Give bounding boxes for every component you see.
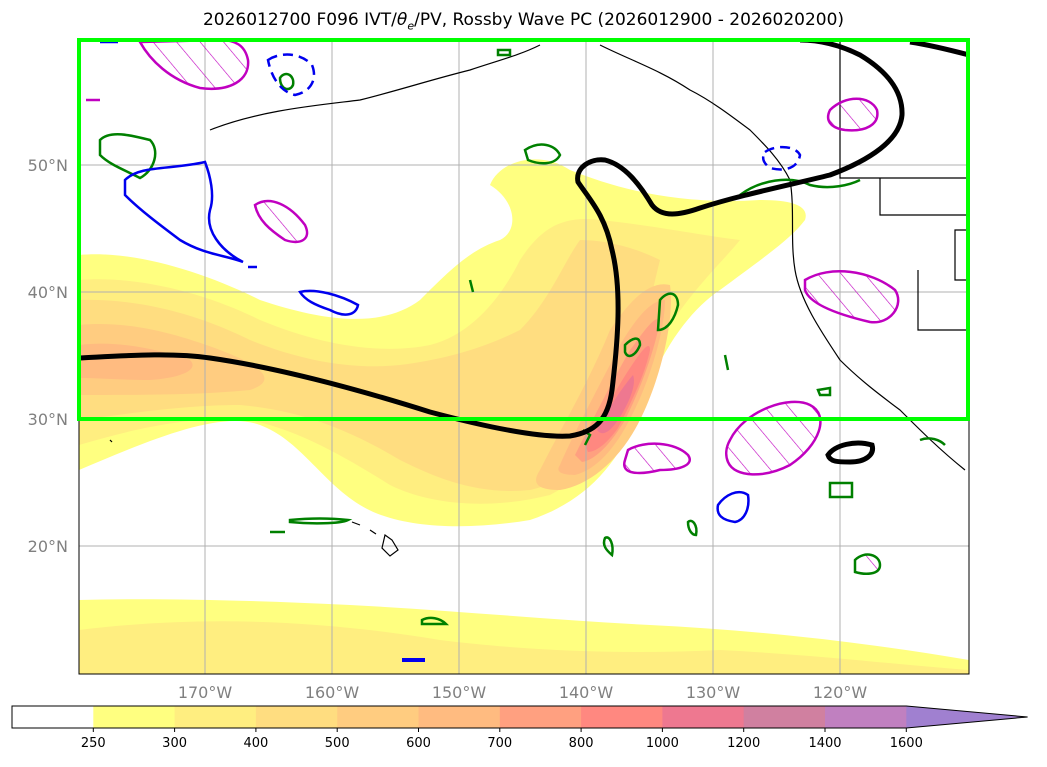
colorbar-tick-label: 600 [406, 736, 431, 751]
colorbar-tick-label: 1200 [727, 736, 760, 751]
title-theta-sub: e [407, 19, 415, 33]
colorbar: 250 300 400 500 600 700 800 1000 1200 1400 1600 [11, 705, 1028, 751]
green-contours [98, 48, 946, 626]
colorbar-extend-arrow [906, 706, 1028, 728]
colorbar-tick-label: 400 [243, 736, 268, 751]
lon-label: 150°W [432, 683, 487, 702]
lon-label: 170°W [178, 683, 233, 702]
colorbar-segment [825, 706, 907, 728]
highlight-box [77, 38, 970, 421]
map-content [79, 39, 969, 674]
colorbar-tick-label: 700 [487, 736, 512, 751]
lon-label: 160°W [305, 683, 360, 702]
title-prefix: 2026012700 F096 IVT/ [202, 10, 397, 30]
title-suffix: /PV, Rossby Wave PC (2026012900 - 202602… [414, 10, 845, 30]
colorbar-segment [174, 706, 257, 728]
lat-label: 40°N [28, 283, 68, 302]
colorbar-tick-label: 500 [325, 736, 350, 751]
lat-label: 30°N [28, 410, 68, 429]
lat-labels: 50°N 40°N 30°N 20°N [28, 156, 68, 556]
lon-label: 140°W [559, 683, 614, 702]
colorbar-segment [743, 706, 826, 728]
lon-label: 130°W [686, 683, 741, 702]
colorbar-tick-label: 1400 [808, 736, 841, 751]
colorbar-tick-label: 800 [569, 736, 594, 751]
colorbar-tick-label: 300 [162, 736, 187, 751]
colorbar-segment [255, 706, 338, 728]
lat-label: 50°N [28, 156, 68, 175]
blue-contours [100, 40, 802, 662]
colorbar-segment [337, 706, 419, 728]
black-contours [79, 39, 969, 465]
colorbar-segment [499, 706, 582, 728]
coastlines [109, 40, 969, 557]
colorbar-outline [11, 705, 1028, 729]
lat-label: 20°N [28, 537, 68, 556]
colorbar-tick-label: 1600 [890, 736, 923, 751]
colorbar-segment [12, 706, 94, 728]
colorbar-segment [662, 706, 745, 728]
colorbar-segment [93, 706, 176, 728]
colorbar-segment [581, 706, 663, 728]
chart-title: 2026012700 F096 IVT/θe/PV, Rossby Wave P… [0, 10, 1047, 32]
lon-labels: 170°W 160°W 150°W 140°W 130°W 120°W [178, 683, 868, 702]
title-theta: θ [396, 10, 408, 30]
colorbar-tick-label: 1000 [646, 736, 679, 751]
lon-label: 120°W [813, 683, 868, 702]
colorbar-segment [418, 706, 501, 728]
colorbar-tick-label: 250 [81, 736, 106, 751]
